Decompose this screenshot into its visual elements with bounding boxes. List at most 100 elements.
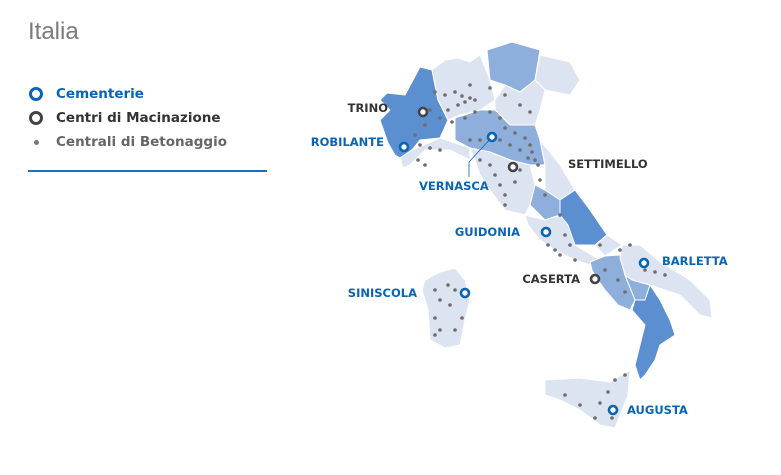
betonaggio-marker [536, 163, 540, 167]
page-title: Italia [28, 18, 79, 45]
cementeria-marker[interactable] [486, 131, 498, 143]
blue-ring-icon [28, 87, 44, 101]
cementeria-marker[interactable] [398, 141, 410, 153]
betonaggio-marker [493, 173, 497, 177]
betonaggio-marker [453, 90, 457, 94]
site-label-guidonia: GUIDONIA [455, 225, 520, 239]
legend: Cementerie Centri di Macinazione Central… [28, 82, 267, 172]
betonaggio-marker [528, 110, 532, 114]
region-abruzzo [559, 189, 608, 246]
betonaggio-marker [453, 328, 457, 332]
vernasca-leader-line [468, 136, 493, 163]
cementeria-marker[interactable] [607, 404, 619, 416]
betonaggio-marker [563, 233, 567, 237]
betonaggio-marker [623, 373, 627, 377]
betonaggio-marker [423, 123, 427, 127]
betonaggio-marker [478, 138, 482, 142]
region-sicilia [544, 369, 631, 429]
betonaggio-marker [468, 83, 472, 87]
macinazione-marker[interactable] [417, 106, 429, 118]
legend-label: Centrali di Betonaggio [56, 134, 227, 150]
betonaggio-marker [473, 98, 477, 102]
site-label-augusta: AUGUSTA [627, 403, 688, 417]
legend-item-betonaggio: Centrali di Betonaggio [28, 130, 267, 154]
betonaggio-marker [523, 136, 527, 140]
region-veneto [494, 79, 546, 126]
betonaggio-marker [433, 288, 437, 292]
betonaggio-marker [530, 150, 534, 154]
betonaggio-marker [450, 120, 454, 124]
legend-item-macinazione: Centri di Macinazione [28, 106, 267, 130]
betonaggio-marker [460, 316, 464, 320]
betonaggio-marker [453, 288, 457, 292]
betonaggio-marker [563, 393, 567, 397]
betonaggio-marker [463, 116, 467, 120]
betonaggio-marker [488, 110, 492, 114]
betonaggio-marker [518, 103, 522, 107]
cementeria-marker[interactable] [540, 226, 552, 238]
betonaggio-marker [628, 243, 632, 247]
betonaggio-marker [498, 116, 502, 120]
betonaggio-marker [498, 138, 502, 142]
betonaggio-marker [508, 143, 512, 147]
betonaggio-marker [663, 273, 667, 277]
betonaggio-marker [546, 243, 550, 247]
macinazione-marker[interactable] [589, 273, 601, 285]
betonaggio-marker [416, 158, 420, 162]
region-piemonte [379, 66, 449, 159]
grey-dot-icon [28, 139, 44, 145]
betonaggio-marker [526, 156, 530, 160]
region-toscana [469, 147, 536, 216]
region-liguria [399, 137, 471, 169]
betonaggio-marker [446, 283, 450, 287]
betonaggio-marker [610, 416, 614, 420]
betonaggio-marker [488, 163, 492, 167]
betonaggio-marker [543, 193, 547, 197]
cementeria-marker[interactable] [459, 287, 471, 299]
betonaggio-marker [468, 96, 472, 100]
betonaggio-marker [573, 258, 577, 262]
betonaggio-marker [503, 203, 507, 207]
betonaggio-marker [603, 268, 607, 272]
betonaggio-marker [488, 86, 492, 90]
betonaggio-marker [513, 131, 517, 135]
dark-ring-icon [28, 111, 44, 125]
site-label-caserta: CASERTA [522, 272, 580, 286]
betonaggio-marker [653, 270, 657, 274]
site-label-siniscola: SINISCOLA [348, 286, 417, 300]
cementeria-marker[interactable] [638, 257, 650, 269]
betonaggio-marker [456, 103, 460, 107]
betonaggio-marker [613, 378, 617, 382]
betonaggio-marker [643, 268, 647, 272]
betonaggio-marker [463, 100, 467, 104]
betonaggio-marker [438, 148, 442, 152]
betonaggio-marker [606, 390, 610, 394]
betonaggio-marker [438, 328, 442, 332]
betonaggio-marker [503, 93, 507, 97]
betonaggio-marker [443, 93, 447, 97]
betonaggio-marker [518, 148, 522, 152]
betonaggio-marker [533, 158, 537, 162]
betonaggio-marker [558, 253, 562, 257]
betonaggio-marker [593, 416, 597, 420]
betonaggio-marker [473, 110, 477, 114]
betonaggio-marker [618, 248, 622, 252]
betonaggio-marker [498, 183, 502, 187]
betonaggio-marker [553, 248, 557, 252]
site-label-vernasca: VERNASCA [419, 179, 489, 193]
betonaggio-marker [448, 303, 452, 307]
region-calabria [631, 283, 676, 381]
macinazione-marker[interactable] [507, 161, 519, 173]
betonaggio-marker [423, 163, 427, 167]
betonaggio-marker [468, 138, 472, 142]
betonaggio-marker [433, 316, 437, 320]
betonaggio-marker [428, 108, 432, 112]
betonaggio-marker [478, 158, 482, 162]
betonaggio-marker [428, 146, 432, 150]
region-lombardia [431, 54, 496, 121]
site-label-robilante: ROBILANTE [311, 135, 384, 149]
betonaggio-marker [598, 401, 602, 405]
site-label-trino: TRINO [348, 101, 389, 115]
betonaggio-marker [568, 243, 572, 247]
